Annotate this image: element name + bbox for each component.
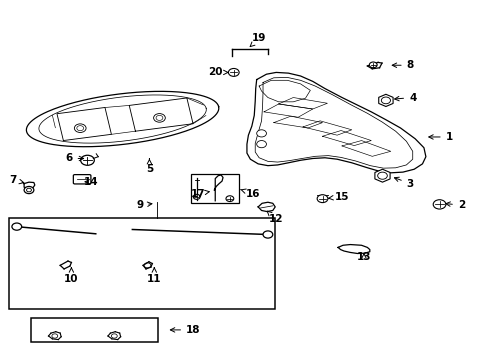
Text: 14: 14 <box>83 177 98 187</box>
Text: 5: 5 <box>145 159 153 174</box>
Text: 19: 19 <box>250 33 266 46</box>
Circle shape <box>317 195 327 203</box>
FancyBboxPatch shape <box>73 175 91 184</box>
Text: 17: 17 <box>190 189 209 199</box>
Circle shape <box>432 200 445 209</box>
Text: 18: 18 <box>170 325 200 335</box>
Circle shape <box>74 124 86 132</box>
Text: 4: 4 <box>394 93 416 103</box>
Circle shape <box>368 62 376 68</box>
Polygon shape <box>26 91 218 147</box>
Polygon shape <box>337 244 369 253</box>
Text: 8: 8 <box>391 60 413 70</box>
Text: 10: 10 <box>64 268 79 284</box>
Circle shape <box>256 140 266 148</box>
Text: 3: 3 <box>394 177 413 189</box>
Polygon shape <box>246 72 425 173</box>
Circle shape <box>225 196 233 202</box>
Text: 16: 16 <box>240 189 260 199</box>
Polygon shape <box>258 202 275 212</box>
Text: 9: 9 <box>136 200 152 210</box>
Text: 7: 7 <box>9 175 24 185</box>
Text: 11: 11 <box>147 268 161 284</box>
Polygon shape <box>374 169 389 182</box>
Text: 20: 20 <box>207 67 228 77</box>
Circle shape <box>256 130 266 137</box>
Circle shape <box>12 223 21 230</box>
Circle shape <box>263 231 272 238</box>
Text: 13: 13 <box>356 252 370 262</box>
Circle shape <box>24 186 34 194</box>
Text: 15: 15 <box>328 192 348 202</box>
Polygon shape <box>378 94 392 107</box>
Circle shape <box>153 114 165 122</box>
Circle shape <box>81 155 94 165</box>
Circle shape <box>193 194 200 199</box>
Text: 2: 2 <box>445 200 464 210</box>
Text: 1: 1 <box>428 132 452 142</box>
Circle shape <box>228 68 239 76</box>
Text: 6: 6 <box>65 153 83 163</box>
Text: 12: 12 <box>266 211 283 224</box>
